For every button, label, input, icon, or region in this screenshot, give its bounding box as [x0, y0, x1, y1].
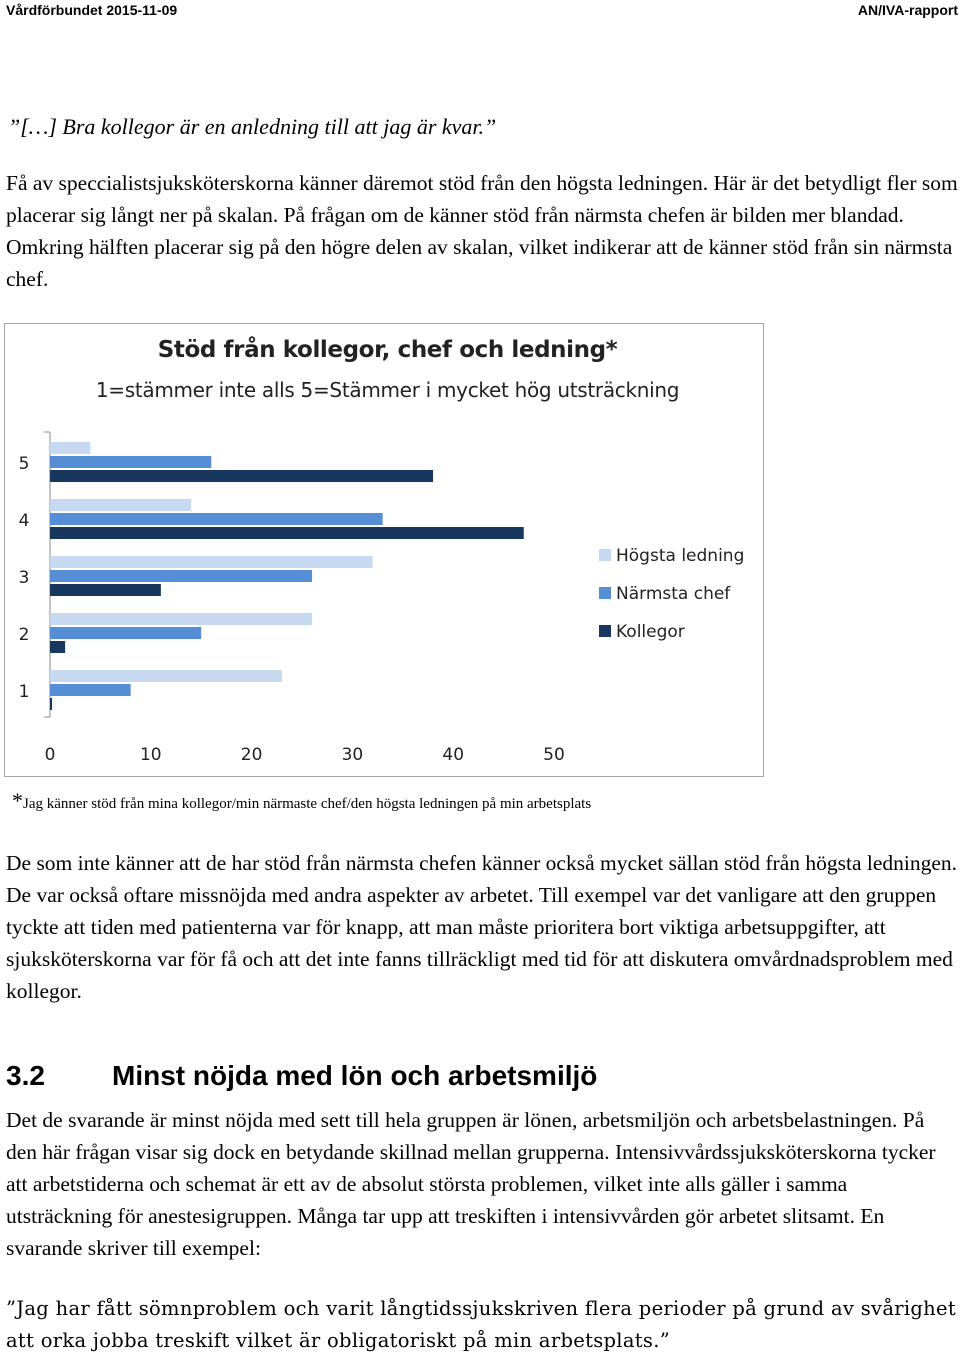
paragraph-salary: Det de svarande är minst nöjda med sett … — [6, 1108, 936, 1260]
bar-kollegor-1 — [50, 698, 53, 710]
x-tick-label: 10 — [140, 745, 162, 765]
chart-frame — [4, 323, 764, 777]
bar-närmsta-chef-5 — [50, 456, 212, 468]
bar-kollegor-4 — [50, 527, 524, 539]
bar-kollegor-2 — [50, 641, 66, 653]
bar-närmsta-chef-2 — [50, 627, 202, 639]
y-tick-label: 3 — [19, 568, 30, 588]
bar-högsta-ledning-2 — [50, 613, 313, 625]
bar-kollegor-5 — [50, 470, 434, 482]
chart-title: Stöd från kollegor, chef och ledning* — [157, 337, 618, 363]
x-tick-label: 50 — [543, 745, 565, 765]
paragraph-no-support: De som inte känner att de har stöd från … — [6, 851, 958, 1003]
bar-kollegor-3 — [50, 584, 161, 596]
legend-label: Närmsta chef — [616, 584, 731, 604]
bar-högsta-ledning-3 — [50, 556, 373, 568]
y-tick-label: 5 — [19, 454, 30, 474]
chart-footnote: *Jag känner stöd från mina kollegor/min … — [12, 788, 591, 814]
chart-subtitle: 1=stämmer inte alls 5=Stämmer i mycket h… — [95, 378, 680, 402]
y-tick-label: 4 — [19, 511, 30, 531]
legend-swatch-närmsta-chef — [599, 587, 611, 599]
legend-swatch-högsta-ledning — [599, 549, 611, 561]
bar-högsta-ledning-1 — [50, 670, 282, 682]
legend-swatch-kollegor — [599, 625, 611, 637]
legend-label: Högsta ledning — [616, 546, 744, 566]
x-tick-label: 20 — [241, 745, 263, 765]
footnote-text: Jag känner stöd från mina kollegor/min n… — [23, 796, 592, 812]
bar-närmsta-chef-4 — [50, 513, 383, 525]
header-left: Vårdförbundet 2015-11-09 — [6, 2, 178, 18]
section-heading: 3.2 Minst nöjda med lön och arbetsmiljö — [6, 1060, 597, 1092]
bar-högsta-ledning-5 — [50, 442, 91, 454]
footnote-star: * — [12, 788, 23, 813]
section-title: Minst nöjda med lön och arbetsmiljö — [112, 1060, 598, 1091]
x-tick-label: 0 — [45, 745, 56, 765]
x-tick-label: 40 — [442, 745, 464, 765]
legend-label: Kollegor — [616, 622, 685, 642]
section-number: 3.2 — [6, 1060, 45, 1091]
y-tick-label: 2 — [19, 625, 30, 645]
y-tick-label: 1 — [19, 682, 30, 702]
x-tick-label: 30 — [342, 745, 364, 765]
quote-colleagues: ”[…] Bra kollegor är en anledning till a… — [8, 114, 497, 139]
bar-närmsta-chef-3 — [50, 570, 313, 582]
bar-högsta-ledning-4 — [50, 499, 192, 511]
paragraph-support: Få av speccialistsjuksköterskorna känner… — [6, 171, 958, 291]
bar-närmsta-chef-1 — [50, 684, 131, 696]
header-right: AN/IVA-rapport — [857, 2, 958, 18]
quote-shift-work: ”Jag har fått sömnproblem och varit lång… — [6, 1297, 957, 1352]
